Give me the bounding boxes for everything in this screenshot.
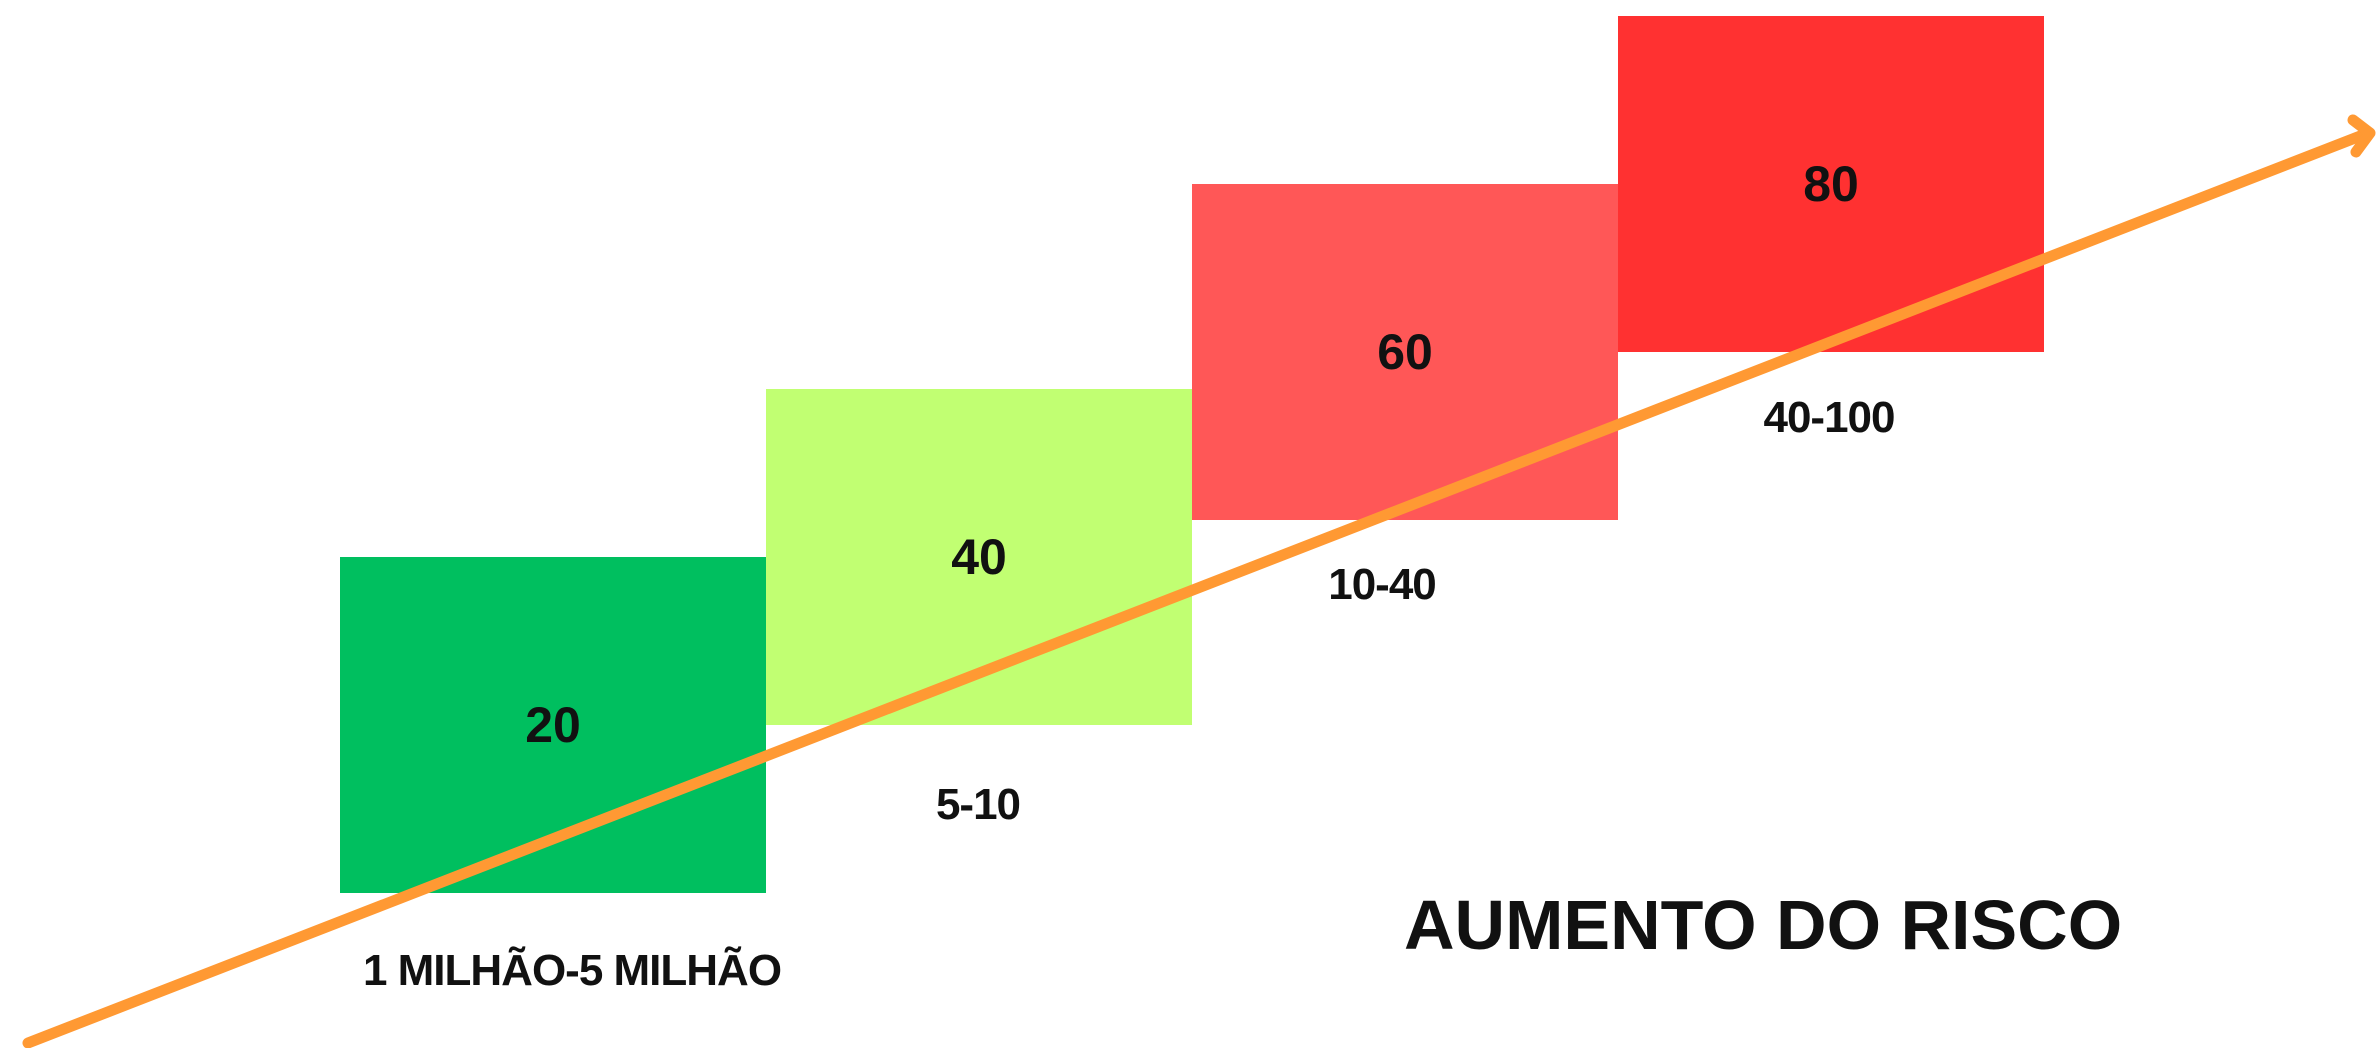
arrow-shaft <box>22 127 2374 1048</box>
arrow-head-icon <box>2347 114 2376 158</box>
step-value-4: 80 <box>1803 156 1859 212</box>
range-label-4: 40-100 <box>1763 393 1895 442</box>
diagram-title: AUMENTO DO RISCO <box>1404 886 2123 964</box>
range-label-1: 1 MILHÃO-5 MILHÃO <box>362 946 782 995</box>
range-label-2: 5-10 <box>935 780 1021 829</box>
step-value-2: 40 <box>951 529 1007 585</box>
step-value-1: 20 <box>525 697 581 753</box>
step-box-3: 60 <box>1192 184 1618 520</box>
range-label-3: 10-40 <box>1328 560 1437 609</box>
step-box-4: 80 <box>1618 16 2044 352</box>
step-value-3: 60 <box>1377 324 1433 380</box>
